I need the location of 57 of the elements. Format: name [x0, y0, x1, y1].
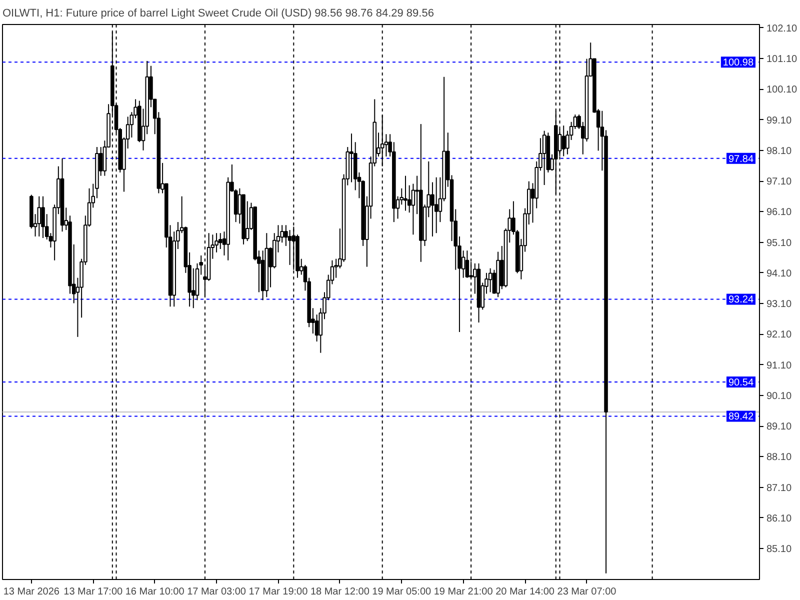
y-tick-label: 99.10: [766, 115, 792, 126]
y-tick-label: 91.10: [766, 360, 792, 372]
candlestick: [41, 196, 45, 238]
ref-line-label: 100.98: [722, 58, 754, 69]
x-tick-label: 18 Mar 12:00: [310, 586, 370, 598]
y-tick-label: 94.10: [766, 268, 792, 280]
y-tick-label: 102.10: [766, 23, 798, 34]
x-tick-label: 17 Mar 03:00: [187, 586, 246, 598]
y-tick-label: 90.10: [766, 390, 792, 402]
y-tick-label: 88.10: [766, 452, 792, 464]
candlestick: [288, 230, 292, 266]
y-tick-label: 93.10: [766, 299, 792, 310]
candlestick: [407, 184, 412, 214]
x-tick-label: 16 Mar 10:00: [125, 586, 185, 598]
candlestick: [562, 125, 566, 157]
y-tick-label: 87.10: [766, 482, 792, 494]
x-tick-label: 17 Mar 19:00: [248, 586, 308, 598]
candlestick: [218, 232, 222, 250]
y-tick-label: 95.10: [766, 238, 792, 249]
ref-line-label: 97.84: [728, 154, 754, 165]
candlestick: [350, 133, 354, 183]
x-tick-label: 13 Mar 2026: [3, 586, 60, 598]
x-tick-label: 23 Mar 07:00: [557, 586, 617, 598]
ref-line-label: 93.24: [728, 294, 754, 306]
x-tick-label: 13 Mar 17:00: [64, 586, 124, 598]
candlestick: [60, 158, 64, 232]
candlestick: [404, 175, 408, 212]
candlestick: [419, 124, 423, 262]
y-tick-label: 101.10: [766, 54, 798, 65]
candlestick: [314, 314, 319, 342]
y-tick-label: 89.10: [766, 422, 792, 433]
x-tick-label: 19 Mar 05:00: [372, 586, 432, 598]
ref-line-label: 90.54: [728, 377, 754, 388]
y-tick-label: 92.10: [766, 330, 792, 341]
y-tick-label: 98.10: [766, 146, 792, 157]
candlestick: [284, 224, 288, 246]
candlestick: [392, 142, 396, 223]
candlestick: [604, 130, 608, 574]
candlestick: [260, 250, 265, 301]
ref-line-label: 89.42: [728, 412, 754, 423]
candlestick: [214, 232, 218, 253]
candlestick: [264, 232, 269, 298]
y-tick-label: 86.10: [766, 513, 792, 524]
y-tick-label: 100.10: [766, 84, 798, 96]
candlestick: [434, 176, 438, 234]
candlestick: [430, 182, 434, 237]
candlestick: [192, 268, 196, 309]
y-tick-label: 96.10: [766, 207, 792, 218]
candlestick: [172, 231, 176, 308]
candlestick: [353, 142, 358, 191]
candlestick: [37, 196, 42, 237]
x-tick-label: 19 Mar 21:00: [434, 586, 494, 598]
candlestick: [280, 224, 284, 244]
y-tick-label: 85.10: [766, 544, 792, 556]
chart-title: OILWTI, H1: Future price of barrel Light Sweet Crude Oil (USD) 98.56 98.76 84.29 89.56: [2, 8, 434, 20]
y-tick-label: 97.10: [766, 176, 792, 188]
x-tick-label: 20 Mar 14:00: [496, 586, 555, 598]
